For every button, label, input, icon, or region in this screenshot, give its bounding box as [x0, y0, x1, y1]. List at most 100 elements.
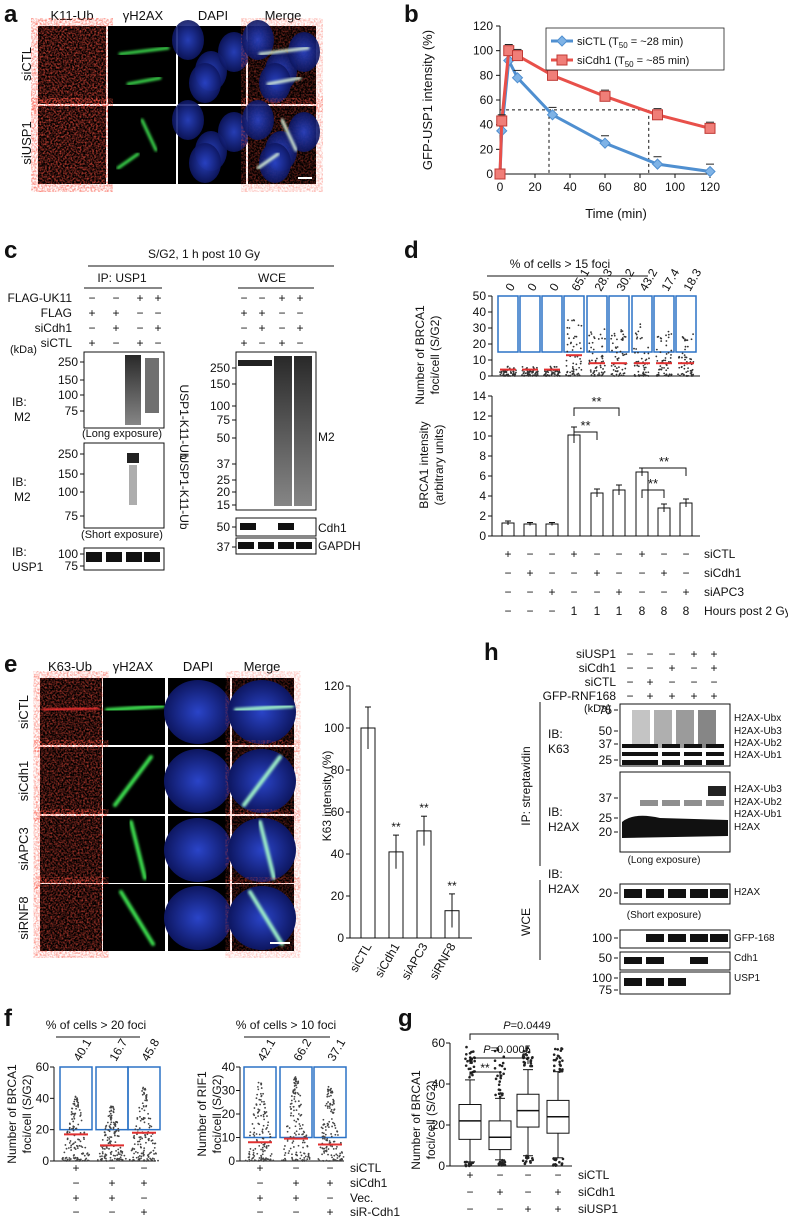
h-sign: − — [646, 661, 653, 675]
f-left-dot — [76, 1158, 79, 1161]
c-smear-wce3 — [274, 356, 292, 506]
c-cdh1-label: Cdh1 — [318, 521, 347, 535]
f-right-dot — [330, 1094, 332, 1097]
g-row-label: siCdh1 — [578, 1185, 616, 1199]
f-right-dot — [328, 1120, 331, 1123]
f-right-dot — [342, 1155, 345, 1158]
b-point-sicdh1 — [547, 69, 558, 81]
f-right-dot — [307, 1152, 310, 1155]
d-dot — [621, 339, 624, 341]
c-long-exposure: (Long exposure) — [82, 428, 162, 440]
f-left-dot — [70, 1149, 73, 1151]
f-right-dot — [327, 1085, 330, 1088]
f-right-dot — [293, 1119, 296, 1122]
c-band-cdh1 — [278, 523, 294, 530]
d-row-label: siCdh1 — [704, 566, 742, 580]
d-dot — [610, 337, 613, 340]
f-right-dot — [333, 1109, 335, 1111]
f-right-dot — [248, 1153, 251, 1156]
d-dot — [643, 366, 646, 369]
g-outlier — [522, 1049, 526, 1053]
f-left-dot — [131, 1160, 133, 1162]
f-right-dot — [284, 1145, 286, 1147]
d-bot-ylabel1: BRCA1 intensity — [417, 421, 431, 508]
h-band-gfp — [668, 934, 686, 942]
h-sign: − — [626, 661, 633, 675]
f-left-dot — [65, 1147, 68, 1150]
f-row-label: siR-Cdh1 — [350, 1205, 400, 1219]
f-sign: − — [292, 1205, 299, 1219]
d-dot — [611, 349, 613, 352]
d-dot — [536, 372, 539, 374]
f-sign: − — [72, 1176, 79, 1190]
f-left-threshold-box — [59, 1066, 93, 1131]
b-series-line-1 — [498, 48, 711, 175]
f-right-dot — [261, 1130, 264, 1133]
f-left-dot — [150, 1151, 152, 1154]
d-dot — [536, 370, 539, 373]
d-dot — [615, 373, 618, 376]
d-dot — [527, 371, 530, 374]
d-sig-bracket — [573, 431, 598, 440]
h-sign: − — [710, 675, 717, 689]
d-threshold-box — [608, 295, 630, 353]
e-ytick: 40 — [331, 847, 345, 861]
f-right-dot — [298, 1128, 301, 1130]
f-right-dot — [304, 1155, 307, 1158]
d-dot — [598, 374, 601, 376]
g-outlier — [560, 1047, 563, 1050]
d-dot — [566, 371, 568, 374]
f-left-dot — [84, 1158, 87, 1161]
d-dot — [657, 374, 660, 376]
d-threshold-box — [653, 295, 675, 353]
f-right-dot — [248, 1160, 251, 1162]
d-dot — [499, 373, 502, 376]
g-outlier — [464, 1064, 468, 1067]
g-outlier — [467, 1162, 471, 1165]
f-right-dot — [336, 1145, 338, 1148]
f-left-dot — [109, 1126, 112, 1129]
f-right-dot — [298, 1123, 301, 1125]
f-right-dot — [321, 1131, 324, 1134]
f-left-dot — [143, 1109, 146, 1112]
c-ib-m2-1b: M2 — [14, 410, 31, 424]
d-dot — [524, 372, 527, 375]
f-right-ytick: 0 — [228, 1154, 235, 1168]
f-right-dot — [322, 1137, 324, 1140]
d-dot — [621, 352, 624, 355]
d-dot — [655, 348, 658, 351]
d-threshold-box — [519, 295, 541, 353]
f-right-pct: 42.1 — [254, 1036, 278, 1064]
d-dot — [600, 355, 603, 358]
d-dot — [599, 364, 602, 367]
f-right-dot — [319, 1146, 322, 1149]
c-ip-sign: − — [112, 291, 119, 305]
f-right-dot — [248, 1158, 251, 1161]
legend-sicdh1: siCdh1 (T — [577, 55, 625, 67]
d-dot — [590, 374, 593, 376]
g-outlier — [470, 1071, 473, 1075]
f-left-dot — [151, 1142, 154, 1145]
row-sictl: siCTL — [19, 47, 34, 81]
g-outlier — [465, 1045, 468, 1049]
h-ib-h2ax2b: H2AX — [548, 882, 579, 896]
g-outlier — [466, 1059, 469, 1063]
f-left-dot — [135, 1125, 138, 1128]
f-left-dot — [109, 1136, 111, 1138]
d-top-ytick: 10 — [473, 353, 487, 367]
h-band-gfp — [646, 934, 664, 942]
d-dot — [501, 374, 504, 377]
d-dot — [571, 370, 574, 373]
f-right-dot — [296, 1092, 299, 1094]
g-row-label: siCTL — [578, 1168, 610, 1182]
panel-d: % of cells > 15 foci 0 0 0 65.1 28.330.2 43.2… — [413, 257, 788, 618]
f-right-dot — [323, 1137, 326, 1140]
h-sign: + — [710, 689, 717, 703]
d-dot — [575, 335, 578, 338]
c-mw-wce: 15 — [217, 498, 231, 512]
d-dot — [642, 364, 645, 367]
f-right-dot — [260, 1087, 263, 1089]
d-dot — [667, 336, 670, 339]
f-right-dot — [289, 1135, 292, 1138]
g-bracket-p2 — [469, 1057, 529, 1064]
